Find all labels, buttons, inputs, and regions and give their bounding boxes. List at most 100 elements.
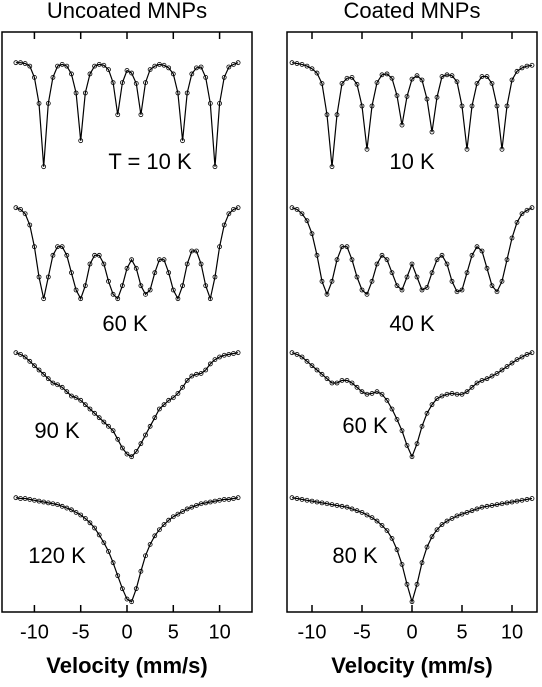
data-point [194,503,199,508]
data-point [329,278,335,284]
data-point [349,75,355,80]
data-point [184,261,190,267]
data-point [489,283,495,289]
data-point [18,351,23,357]
data-point [504,364,510,369]
data-point [449,390,455,396]
data-point [115,112,121,118]
x-tick-label: -5 [72,621,90,643]
data-point [419,423,425,429]
data-point [294,206,300,212]
data-point [454,391,460,397]
data-point [289,205,295,211]
data-point [27,496,33,502]
data-point [449,516,455,521]
data-point [59,384,65,390]
data-point [309,363,315,369]
data-point [147,67,153,72]
data-point [221,222,227,228]
data-point [101,419,107,425]
data-point [464,510,470,515]
data-point [444,391,450,397]
data-point [73,395,79,401]
panel-title: Coated MNPs [344,0,481,23]
data-point [32,75,37,80]
data-point [314,252,320,258]
x-tick-label: 5 [456,621,467,643]
data-point [110,560,116,566]
data-point [394,283,400,289]
data-point [161,257,167,263]
data-point [299,211,305,217]
data-point [514,219,520,225]
data-point [138,283,144,289]
data-point [87,406,93,412]
data-point [354,81,360,87]
data-point [212,498,218,504]
data-point [404,442,410,448]
data-point [499,367,505,373]
data-point [22,354,28,360]
data-point [73,90,79,96]
data-point [519,354,525,360]
data-point [55,382,60,388]
data-point [379,72,385,78]
data-point [414,441,420,447]
x-tick-label: 5 [168,621,179,643]
data-point [170,395,176,401]
data-point [439,393,445,399]
data-point [184,506,190,512]
data-point [231,351,236,356]
data-point [152,415,158,421]
data-point [221,75,227,80]
data-point [124,596,130,602]
data-point [119,283,125,289]
data-point [212,357,218,363]
data-point [13,350,19,356]
data-point [101,62,107,68]
data-point [96,252,102,258]
data-point [138,112,144,118]
data-point [226,64,232,70]
data-point [13,495,19,501]
data-point [344,75,350,81]
data-point [439,74,445,79]
data-point [439,522,445,527]
data-point [217,101,222,106]
data-point [166,397,172,403]
data-point [314,70,320,76]
data-point [309,66,315,72]
data-point [459,391,465,397]
data-point [96,62,102,67]
data-point [78,138,84,144]
data-point [389,536,395,541]
data-point [409,261,415,267]
data-point [404,94,410,99]
data-point [474,506,480,512]
data-point [484,503,490,509]
data-point [419,287,425,293]
data-point [529,496,535,501]
x-tick-label: -10 [20,621,49,643]
data-point [509,77,515,83]
fit-line [15,62,239,167]
spectrum-label: 120 K [28,543,86,568]
data-point [101,261,107,267]
data-point [469,103,475,109]
data-point [389,75,395,81]
data-point [514,68,520,74]
data-point [384,397,390,403]
data-point [324,501,330,507]
data-point [404,581,410,587]
data-point [374,518,380,524]
data-point [138,441,144,447]
spectrum-label: 40 K [389,311,435,336]
data-point [87,261,93,267]
data-point [22,496,28,501]
data-point [55,502,60,508]
data-point [324,291,330,297]
data-point [344,504,350,510]
data-point [36,101,42,106]
data-point [92,63,97,69]
data-point [157,62,162,67]
